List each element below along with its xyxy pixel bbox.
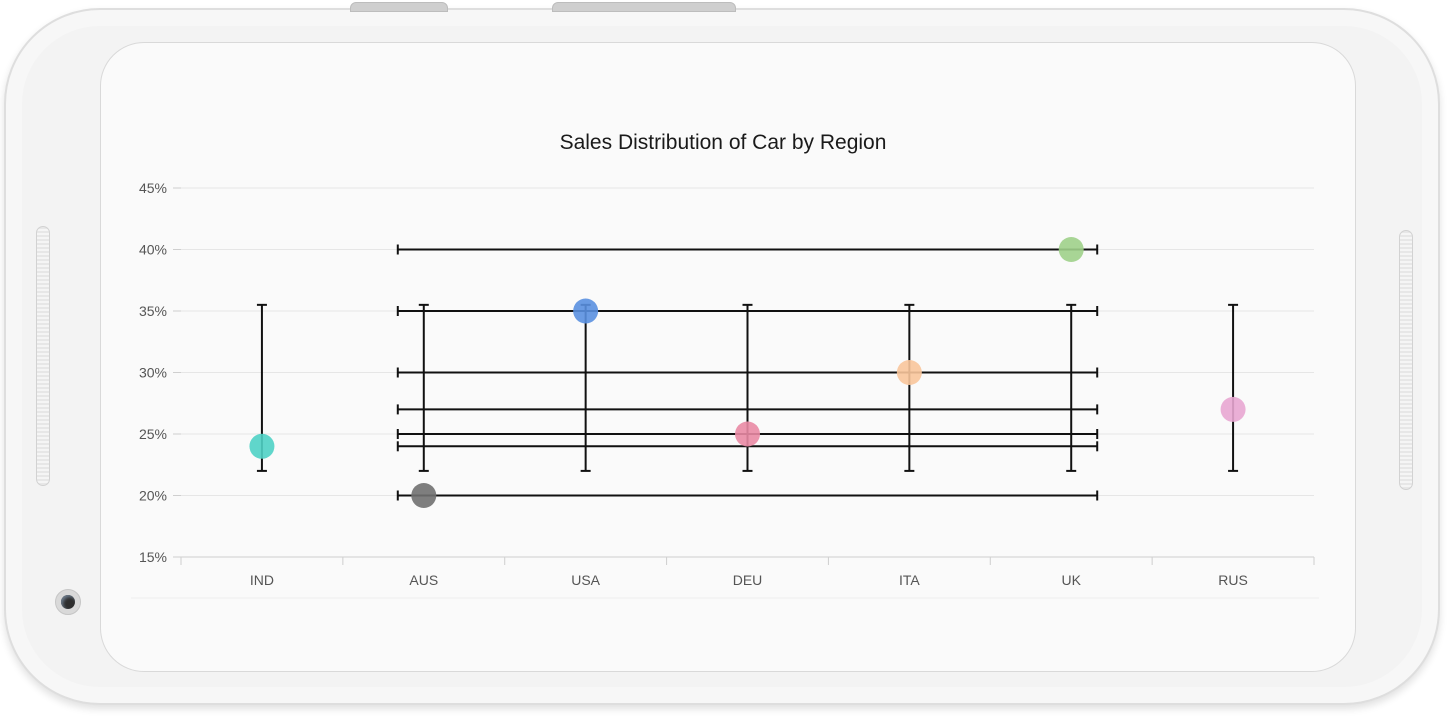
axes: 15% 20% 25% 30% 35% 40% 45% IND AUS USA DEU ITA UK RU…	[131, 180, 1319, 598]
data-point-ita	[897, 360, 922, 385]
x-tick-label: RUS	[1218, 572, 1248, 588]
y-tick-label: 25%	[139, 426, 167, 442]
data-point-deu	[735, 422, 760, 447]
y-tick-label: 40%	[139, 242, 167, 258]
data-point-aus	[411, 483, 436, 508]
data-point-ind	[249, 434, 274, 459]
data-point-usa	[573, 299, 598, 324]
y-tick-label: 20%	[139, 488, 167, 504]
y-tick-label: 45%	[139, 180, 167, 196]
data-point-uk	[1059, 237, 1084, 262]
x-tick-label: ITA	[899, 572, 920, 588]
data-point-rus	[1221, 397, 1246, 422]
x-tick-label: AUS	[409, 572, 438, 588]
y-tick-label: 35%	[139, 303, 167, 319]
y-tick-label: 15%	[139, 549, 167, 565]
y-tick-label: 30%	[139, 365, 167, 381]
x-tick-label: UK	[1061, 572, 1081, 588]
x-tick-label: USA	[571, 572, 600, 588]
x-tick-label: IND	[250, 572, 274, 588]
error-bars	[257, 245, 1238, 501]
x-tick-label: DEU	[733, 572, 763, 588]
chart-title: Sales Distribution of Car by Region	[560, 131, 887, 154]
